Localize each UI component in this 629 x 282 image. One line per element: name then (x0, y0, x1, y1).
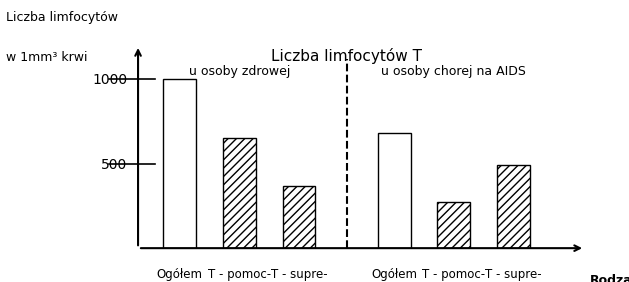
Text: u osoby chorej na AIDS: u osoby chorej na AIDS (381, 65, 526, 78)
Text: T - supre-
sorowe: T - supre- sorowe (270, 268, 327, 282)
Text: Liczba limfocytów: Liczba limfocytów (6, 11, 118, 24)
Bar (438, 202, 470, 248)
Bar (378, 133, 411, 248)
Text: T - pomoc-
nicze: T - pomoc- nicze (422, 268, 486, 282)
Bar (164, 79, 196, 248)
Bar (223, 138, 256, 248)
Text: Rodzaj: Rodzaj (590, 274, 629, 282)
Text: Ogółem: Ogółem (371, 268, 417, 281)
Text: Ogółem: Ogółem (157, 268, 203, 281)
Text: Liczba limfocytów T: Liczba limfocytów T (271, 48, 422, 64)
Text: u osoby zdrowej: u osoby zdrowej (189, 65, 290, 78)
Bar (282, 186, 315, 248)
Text: T - pomoc-
nicze: T - pomoc- nicze (208, 268, 271, 282)
Text: T - supre-
sorowe: T - supre- sorowe (485, 268, 542, 282)
Bar (497, 165, 530, 248)
Text: w 1mm³ krwi: w 1mm³ krwi (6, 51, 88, 64)
